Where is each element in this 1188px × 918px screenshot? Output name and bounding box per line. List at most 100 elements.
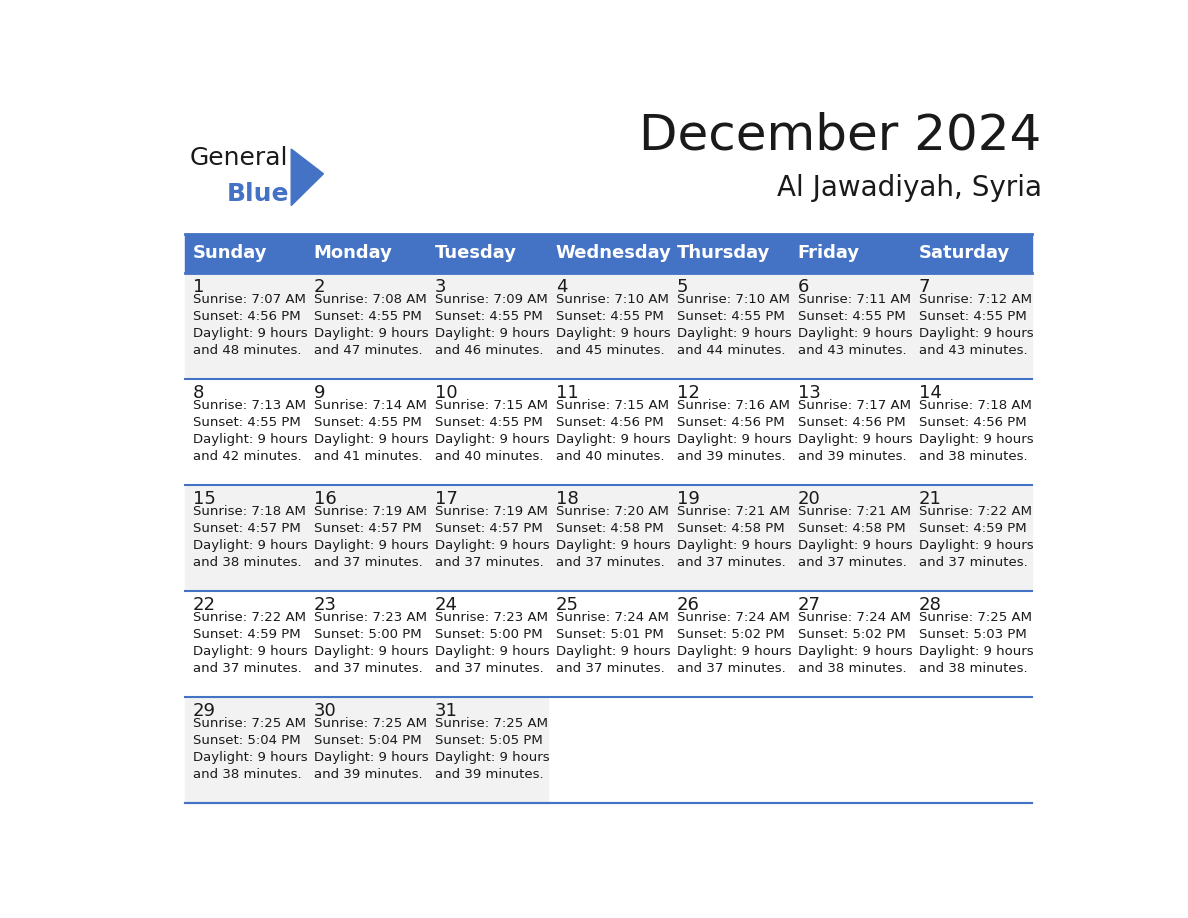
Bar (549, 591, 669, 697)
Bar (549, 379, 669, 485)
Bar (790, 591, 911, 697)
Bar (307, 697, 428, 803)
Text: 13: 13 (797, 384, 821, 402)
Bar (669, 591, 790, 697)
Text: Wednesday: Wednesday (556, 244, 671, 263)
Text: 22: 22 (192, 596, 216, 614)
Text: Sunrise: 7:24 AM
Sunset: 5:01 PM
Daylight: 9 hours
and 37 minutes.: Sunrise: 7:24 AM Sunset: 5:01 PM Dayligh… (556, 610, 670, 675)
Text: Sunrise: 7:07 AM
Sunset: 4:56 PM
Daylight: 9 hours
and 48 minutes.: Sunrise: 7:07 AM Sunset: 4:56 PM Dayligh… (192, 293, 308, 356)
Text: Sunrise: 7:19 AM
Sunset: 4:57 PM
Daylight: 9 hours
and 37 minutes.: Sunrise: 7:19 AM Sunset: 4:57 PM Dayligh… (314, 505, 429, 568)
Text: 8: 8 (192, 384, 204, 402)
Text: Tuesday: Tuesday (435, 244, 517, 263)
Bar (549, 234, 669, 273)
Text: Sunrise: 7:16 AM
Sunset: 4:56 PM
Daylight: 9 hours
and 39 minutes.: Sunrise: 7:16 AM Sunset: 4:56 PM Dayligh… (677, 398, 791, 463)
Bar (185, 697, 307, 803)
Bar (185, 379, 307, 485)
Text: 4: 4 (556, 277, 567, 296)
Text: Sunrise: 7:22 AM
Sunset: 4:59 PM
Daylight: 9 hours
and 37 minutes.: Sunrise: 7:22 AM Sunset: 4:59 PM Dayligh… (918, 505, 1034, 568)
Text: Sunrise: 7:25 AM
Sunset: 5:03 PM
Daylight: 9 hours
and 38 minutes.: Sunrise: 7:25 AM Sunset: 5:03 PM Dayligh… (918, 610, 1034, 675)
Text: Sunrise: 7:20 AM
Sunset: 4:58 PM
Daylight: 9 hours
and 37 minutes.: Sunrise: 7:20 AM Sunset: 4:58 PM Dayligh… (556, 505, 670, 568)
Text: 20: 20 (797, 489, 821, 508)
Text: 19: 19 (677, 489, 700, 508)
Text: Sunrise: 7:25 AM
Sunset: 5:04 PM
Daylight: 9 hours
and 38 minutes.: Sunrise: 7:25 AM Sunset: 5:04 PM Dayligh… (192, 717, 308, 780)
Bar (185, 234, 307, 273)
Bar (911, 234, 1032, 273)
Text: 23: 23 (314, 596, 336, 614)
Bar (428, 273, 549, 379)
Bar (185, 273, 307, 379)
Text: 18: 18 (556, 489, 579, 508)
Text: Sunrise: 7:09 AM
Sunset: 4:55 PM
Daylight: 9 hours
and 46 minutes.: Sunrise: 7:09 AM Sunset: 4:55 PM Dayligh… (435, 293, 549, 356)
Text: Sunrise: 7:25 AM
Sunset: 5:04 PM
Daylight: 9 hours
and 39 minutes.: Sunrise: 7:25 AM Sunset: 5:04 PM Dayligh… (314, 717, 429, 780)
Bar (307, 591, 428, 697)
Bar (549, 485, 669, 591)
Text: Sunrise: 7:23 AM
Sunset: 5:00 PM
Daylight: 9 hours
and 37 minutes.: Sunrise: 7:23 AM Sunset: 5:00 PM Dayligh… (435, 610, 549, 675)
Bar (185, 485, 307, 591)
Text: Sunrise: 7:13 AM
Sunset: 4:55 PM
Daylight: 9 hours
and 42 minutes.: Sunrise: 7:13 AM Sunset: 4:55 PM Dayligh… (192, 398, 308, 463)
Bar (790, 485, 911, 591)
Text: Sunrise: 7:21 AM
Sunset: 4:58 PM
Daylight: 9 hours
and 37 minutes.: Sunrise: 7:21 AM Sunset: 4:58 PM Dayligh… (677, 505, 791, 568)
Bar (669, 234, 790, 273)
Bar (307, 273, 428, 379)
Text: Sunrise: 7:24 AM
Sunset: 5:02 PM
Daylight: 9 hours
and 38 minutes.: Sunrise: 7:24 AM Sunset: 5:02 PM Dayligh… (797, 610, 912, 675)
Text: 5: 5 (677, 277, 688, 296)
Text: Sunrise: 7:15 AM
Sunset: 4:56 PM
Daylight: 9 hours
and 40 minutes.: Sunrise: 7:15 AM Sunset: 4:56 PM Dayligh… (556, 398, 670, 463)
Text: 17: 17 (435, 489, 457, 508)
Bar (307, 485, 428, 591)
Text: Sunrise: 7:12 AM
Sunset: 4:55 PM
Daylight: 9 hours
and 43 minutes.: Sunrise: 7:12 AM Sunset: 4:55 PM Dayligh… (918, 293, 1034, 356)
Bar (669, 379, 790, 485)
Bar (307, 234, 428, 273)
Text: Sunday: Sunday (192, 244, 267, 263)
Text: Sunrise: 7:21 AM
Sunset: 4:58 PM
Daylight: 9 hours
and 37 minutes.: Sunrise: 7:21 AM Sunset: 4:58 PM Dayligh… (797, 505, 912, 568)
Text: Sunrise: 7:17 AM
Sunset: 4:56 PM
Daylight: 9 hours
and 39 minutes.: Sunrise: 7:17 AM Sunset: 4:56 PM Dayligh… (797, 398, 912, 463)
Text: Sunrise: 7:08 AM
Sunset: 4:55 PM
Daylight: 9 hours
and 47 minutes.: Sunrise: 7:08 AM Sunset: 4:55 PM Dayligh… (314, 293, 429, 356)
Bar (185, 591, 307, 697)
Text: 26: 26 (677, 596, 700, 614)
Text: 12: 12 (677, 384, 700, 402)
Text: Al Jawadiyah, Syria: Al Jawadiyah, Syria (777, 174, 1042, 202)
Text: 31: 31 (435, 701, 457, 720)
Text: 30: 30 (314, 701, 336, 720)
Text: Sunrise: 7:14 AM
Sunset: 4:55 PM
Daylight: 9 hours
and 41 minutes.: Sunrise: 7:14 AM Sunset: 4:55 PM Dayligh… (314, 398, 429, 463)
Text: 10: 10 (435, 384, 457, 402)
Text: Sunrise: 7:25 AM
Sunset: 5:05 PM
Daylight: 9 hours
and 39 minutes.: Sunrise: 7:25 AM Sunset: 5:05 PM Dayligh… (435, 717, 549, 780)
Text: Sunrise: 7:10 AM
Sunset: 4:55 PM
Daylight: 9 hours
and 45 minutes.: Sunrise: 7:10 AM Sunset: 4:55 PM Dayligh… (556, 293, 670, 356)
Text: 1: 1 (192, 277, 204, 296)
Bar (428, 234, 549, 273)
Text: 14: 14 (918, 384, 942, 402)
Text: 2: 2 (314, 277, 326, 296)
Text: Sunrise: 7:11 AM
Sunset: 4:55 PM
Daylight: 9 hours
and 43 minutes.: Sunrise: 7:11 AM Sunset: 4:55 PM Dayligh… (797, 293, 912, 356)
Text: Blue: Blue (227, 182, 289, 206)
Bar (790, 234, 911, 273)
Text: Thursday: Thursday (677, 244, 770, 263)
Bar (307, 379, 428, 485)
Text: 3: 3 (435, 277, 447, 296)
Text: 27: 27 (797, 596, 821, 614)
Bar (911, 379, 1032, 485)
Text: 9: 9 (314, 384, 326, 402)
Text: Sunrise: 7:19 AM
Sunset: 4:57 PM
Daylight: 9 hours
and 37 minutes.: Sunrise: 7:19 AM Sunset: 4:57 PM Dayligh… (435, 505, 549, 568)
Text: 11: 11 (556, 384, 579, 402)
Text: 21: 21 (918, 489, 942, 508)
Text: 24: 24 (435, 596, 457, 614)
Bar (790, 379, 911, 485)
Polygon shape (291, 149, 323, 206)
Text: Saturday: Saturday (918, 244, 1010, 263)
Text: 16: 16 (314, 489, 336, 508)
Bar (428, 485, 549, 591)
Bar (790, 273, 911, 379)
Text: 15: 15 (192, 489, 215, 508)
Bar (911, 591, 1032, 697)
Text: 7: 7 (918, 277, 930, 296)
Bar (911, 485, 1032, 591)
Bar (428, 697, 549, 803)
Text: 6: 6 (797, 277, 809, 296)
Bar (669, 273, 790, 379)
Bar (549, 273, 669, 379)
Text: Friday: Friday (797, 244, 860, 263)
Bar (428, 379, 549, 485)
Text: 29: 29 (192, 701, 216, 720)
Text: Sunrise: 7:24 AM
Sunset: 5:02 PM
Daylight: 9 hours
and 37 minutes.: Sunrise: 7:24 AM Sunset: 5:02 PM Dayligh… (677, 610, 791, 675)
Bar (911, 273, 1032, 379)
Text: Monday: Monday (314, 244, 392, 263)
